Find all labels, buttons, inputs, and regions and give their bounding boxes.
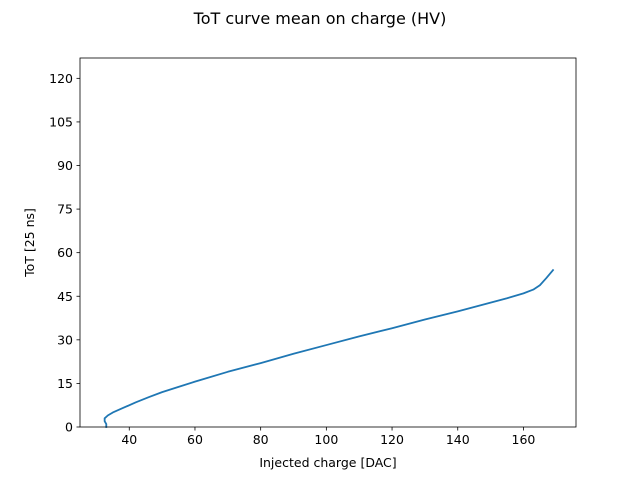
- y-tick-label: 0: [65, 420, 73, 435]
- x-axis-label: Injected charge [DAC]: [259, 455, 396, 470]
- x-tick-label: 100: [314, 432, 338, 447]
- series-layer: [103, 268, 555, 428]
- y-tick-label: 15: [57, 376, 73, 391]
- y-tick-label: 30: [57, 332, 73, 347]
- y-tick-label: 75: [57, 202, 73, 217]
- tick-layer: 40 60 80 100 120 140 160 0 15 30 45 60 75 90 105 120: [49, 71, 535, 447]
- series-line: [103, 268, 555, 428]
- y-tick-label: 45: [57, 289, 73, 304]
- x-tick-label: 40: [121, 432, 137, 447]
- chart-title: ToT curve mean on charge (HV): [193, 9, 447, 28]
- x-tick-label: 80: [253, 432, 269, 447]
- y-tick-label: 90: [57, 158, 73, 173]
- x-tick-label: 140: [446, 432, 470, 447]
- y-tick-label: 60: [57, 245, 73, 260]
- y-tick-label: 105: [49, 114, 73, 129]
- y-tick-label: 120: [49, 71, 73, 86]
- x-tick-label: 160: [512, 432, 536, 447]
- x-tick-label: 60: [187, 432, 203, 447]
- y-axis-label: ToT [25 ns]: [22, 208, 37, 278]
- x-tick-label: 120: [380, 432, 404, 447]
- plot-area: [80, 58, 576, 427]
- plot-frame: [79, 57, 577, 428]
